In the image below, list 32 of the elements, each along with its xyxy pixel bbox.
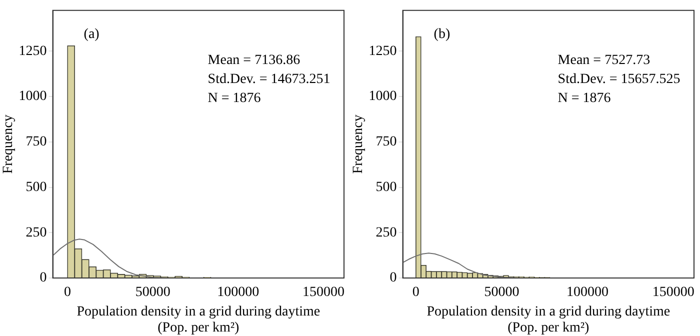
y-tick-label: 0	[390, 270, 397, 286]
y-tick-label: 500	[26, 180, 47, 195]
annotation: N = 1876	[208, 91, 261, 106]
y-tick-label: 1000	[368, 89, 397, 104]
x-tick-label: 0	[64, 285, 71, 300]
x-tick-label: 50000	[484, 285, 520, 300]
annotation: Std.Dev. = 15657.525	[558, 72, 680, 88]
y-tick-label: 1250	[368, 44, 397, 59]
y-tick-label: 250	[376, 225, 397, 240]
y-axis-title: Frequency	[1, 114, 16, 174]
y-axis-title: Frequency	[351, 114, 366, 174]
x-axis-title: Population density in a grid during daytime (Pop. per km²)	[76, 304, 320, 336]
annotation: Mean = 7136.86	[208, 53, 300, 68]
x-tick-label: 100000	[566, 285, 609, 300]
annotation: Std.Dev. = 14673.251	[208, 72, 330, 88]
y-tick-label: 750	[376, 134, 397, 150]
text: (a)	[84, 27, 100, 42]
annotation: N = 1876	[558, 91, 611, 106]
x-tick-label: 150000	[652, 285, 694, 300]
y-tick-label: 750	[26, 134, 47, 150]
x-tick-label: 100000	[217, 285, 260, 300]
y-tick-label: 1000	[18, 89, 47, 104]
annotation: Mean = 7527.73	[558, 53, 650, 68]
y-tick-label: 250	[26, 225, 47, 240]
x-tick-label: 50000	[135, 285, 170, 300]
text: (b)	[434, 27, 450, 42]
y-tick-label: 1250	[18, 44, 47, 59]
y-tick-label: 500	[376, 180, 397, 195]
x-tick-label: 0	[412, 285, 420, 300]
x-axis-title: Population density in a grid during daytime (Pop. per km²)	[426, 304, 670, 336]
y-tick-label: 0	[40, 270, 47, 286]
x-tick-label: 150000	[302, 285, 345, 300]
